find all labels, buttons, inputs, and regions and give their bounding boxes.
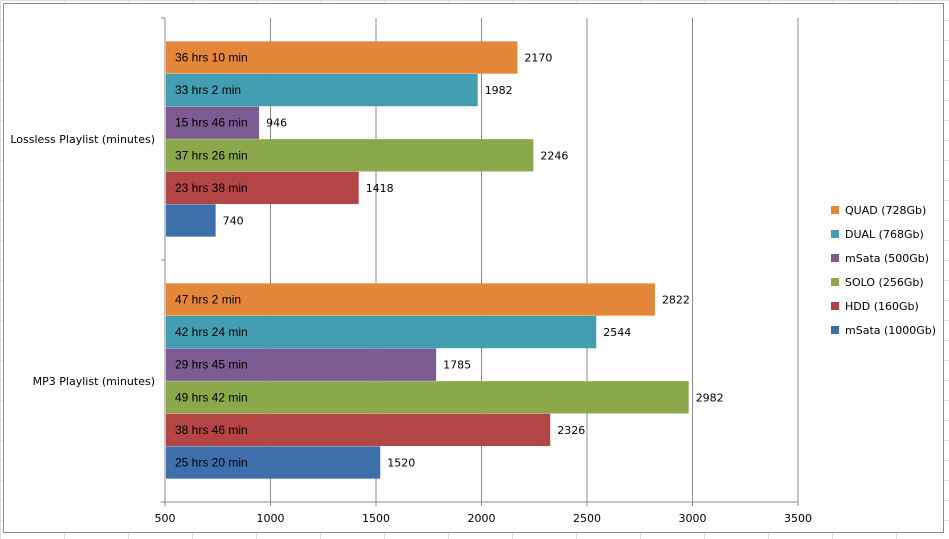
legend-swatch bbox=[831, 302, 839, 310]
legend-swatch bbox=[831, 326, 839, 334]
x-tick-label: 2000 bbox=[468, 512, 496, 525]
data-label: 2544 bbox=[603, 326, 631, 339]
legend-entry: HDD (160Gb) bbox=[845, 300, 919, 313]
bar-inside-label: 38 hrs 46 min bbox=[175, 423, 248, 437]
bar-inside-label: 49 hrs 42 min bbox=[175, 390, 248, 404]
x-tick-label: 3500 bbox=[784, 512, 812, 525]
bar[interactable] bbox=[166, 204, 216, 237]
bar-chart: 36 hrs 10 min 2170 33 hrs 2 min 1982 15 hrs … bbox=[10, 17, 936, 525]
data-label: 2982 bbox=[696, 391, 724, 404]
legend-swatch bbox=[831, 254, 839, 262]
bar-inside-label: 37 hrs 26 min bbox=[175, 148, 248, 162]
bar-inside-label: 25 hrs 20 min bbox=[175, 456, 248, 470]
bar-inside-label: 42 hrs 24 min bbox=[175, 325, 248, 339]
legend-entry: mSata (1000Gb) bbox=[845, 324, 936, 337]
data-label: 2822 bbox=[662, 294, 690, 307]
x-tick-label: 2500 bbox=[573, 512, 601, 525]
data-label: 2170 bbox=[524, 52, 552, 65]
bar[interactable] bbox=[166, 348, 437, 381]
legend-entry: DUAL (768Gb) bbox=[845, 228, 924, 241]
data-label: 2246 bbox=[540, 149, 568, 162]
bar[interactable] bbox=[166, 413, 551, 447]
bar-inside-label: 23 hrs 38 min bbox=[175, 181, 248, 195]
bar[interactable] bbox=[166, 106, 260, 139]
bar[interactable] bbox=[166, 283, 655, 316]
x-tick-label: 500 bbox=[155, 512, 176, 525]
legend-entry: SOLO (256Gb) bbox=[845, 276, 924, 289]
data-label: 1785 bbox=[443, 359, 471, 372]
bar[interactable] bbox=[166, 315, 597, 349]
data-label: 1520 bbox=[387, 457, 415, 470]
legend-swatch bbox=[831, 278, 839, 286]
bar[interactable] bbox=[166, 41, 518, 74]
data-label: 1982 bbox=[485, 84, 513, 97]
data-label: 1418 bbox=[366, 182, 394, 195]
bar[interactable] bbox=[166, 381, 689, 414]
legend-entry: mSata (500Gb) bbox=[845, 252, 929, 265]
legend-entry: QUAD (728Gb) bbox=[845, 204, 926, 217]
bar[interactable] bbox=[166, 73, 478, 107]
bar[interactable] bbox=[166, 139, 534, 172]
chart-area[interactable]: 36 hrs 10 min 2170 33 hrs 2 min 1982 15 hrs … bbox=[3, 3, 944, 533]
category-label: Lossless Playlist (minutes) bbox=[10, 133, 155, 146]
bar-inside-label: 29 hrs 45 min bbox=[175, 358, 248, 372]
bar[interactable] bbox=[166, 446, 381, 479]
bar-inside-label: 33 hrs 2 min bbox=[175, 83, 241, 97]
x-tick-label: 1500 bbox=[362, 512, 390, 525]
bar-inside-label: 36 hrs 10 min bbox=[175, 51, 248, 65]
bar[interactable] bbox=[166, 171, 359, 205]
legend-swatch bbox=[831, 230, 839, 238]
data-label: 740 bbox=[223, 215, 244, 228]
x-tick-label: 1000 bbox=[257, 512, 285, 525]
data-label: 2326 bbox=[557, 424, 585, 437]
category-label: MP3 Playlist (minutes) bbox=[33, 375, 155, 388]
x-tick-label: 3000 bbox=[679, 512, 707, 525]
data-label: 946 bbox=[266, 117, 287, 130]
bar-inside-label: 15 hrs 46 min bbox=[175, 116, 248, 130]
bar-inside-label: 47 hrs 2 min bbox=[175, 293, 241, 307]
legend-swatch bbox=[831, 206, 839, 214]
